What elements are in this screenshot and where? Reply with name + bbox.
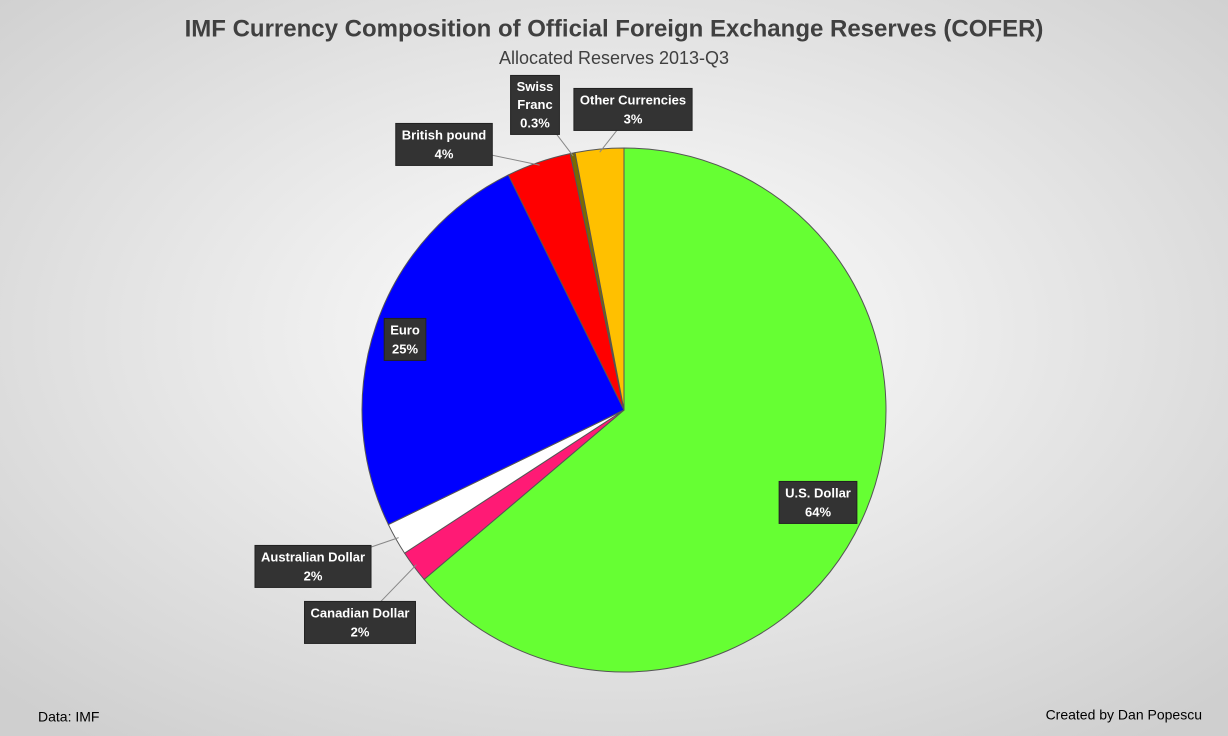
label-value: 64%	[805, 504, 831, 519]
label-box	[304, 600, 416, 644]
chart-title: IMF Currency Composition of Official For…	[185, 15, 1044, 42]
data-label: Swiss Franc 0.3%	[510, 74, 560, 135]
data-label: Euro 25%	[383, 317, 427, 361]
label-name: Swiss Franc	[517, 79, 554, 112]
label-name: Canadian Dollar	[311, 605, 410, 620]
pie-slice	[423, 147, 887, 673]
data-label: Australian Dollar 2%	[254, 544, 372, 588]
label-box	[395, 122, 493, 166]
label-name-line: Swiss	[517, 79, 554, 94]
label-value: 2%	[304, 568, 323, 583]
label-value: 0.3%	[520, 115, 550, 130]
data-label: Other Currencies 3%	[573, 87, 693, 131]
label-box	[383, 317, 427, 361]
label-name-line: Franc	[517, 97, 552, 112]
chart-subtitle: Allocated Reserves 2013-Q3	[499, 48, 729, 68]
label-name: British pound	[402, 127, 487, 142]
label-value: 3%	[624, 111, 643, 126]
label-value: 25%	[392, 341, 418, 356]
label-box	[510, 74, 560, 135]
data-label: British pound 4%	[395, 122, 493, 166]
label-name: Other Currencies	[580, 92, 686, 107]
label-box	[573, 87, 693, 131]
label-name: Australian Dollar	[261, 549, 365, 564]
pie-slice	[361, 174, 625, 526]
label-box	[254, 544, 372, 588]
label-value: 2%	[351, 624, 370, 639]
source-note: Data: IMF	[38, 709, 99, 725]
data-label: Canadian Dollar 2%	[304, 600, 416, 644]
label-name: Euro	[390, 322, 420, 337]
credit-note: Created by Dan Popescu	[1046, 707, 1202, 723]
label-name: U.S. Dollar	[785, 485, 851, 500]
pie-slice	[574, 147, 625, 411]
label-box	[778, 480, 858, 524]
label-value: 4%	[435, 146, 454, 161]
data-label: U.S. Dollar 64%	[778, 480, 858, 524]
